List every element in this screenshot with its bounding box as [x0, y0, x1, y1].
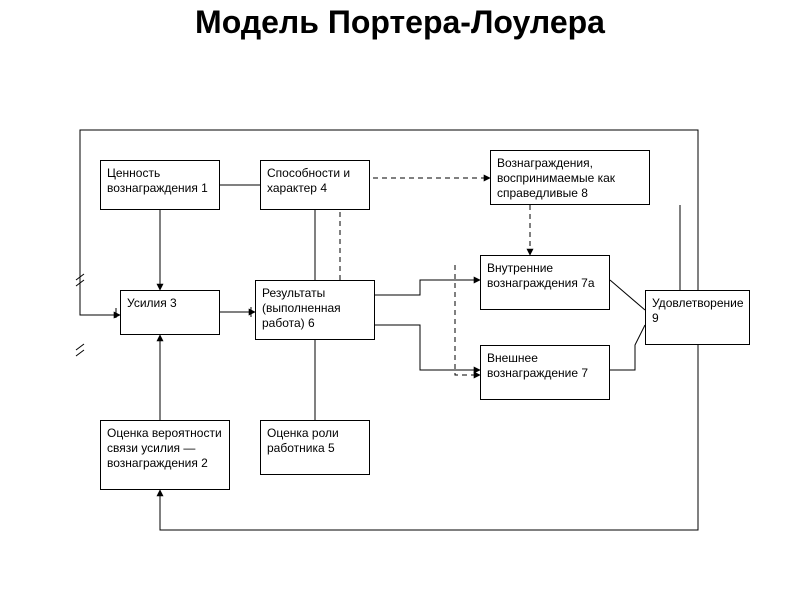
edge — [610, 280, 645, 310]
feedback-tick — [76, 344, 84, 350]
node-n5: Оценка роли работника 5 — [260, 420, 370, 475]
node-n7: Внешнее вознаграждение 7 — [480, 345, 610, 400]
edge — [610, 325, 645, 370]
edge — [455, 265, 480, 375]
edge — [160, 345, 698, 530]
node-n2: Оценка вероятности связи усилия — вознаг… — [100, 420, 230, 490]
node-n9: Удовлетворение 9 — [645, 290, 750, 345]
node-n7a: Внутренние вознаграждения 7а — [480, 255, 610, 310]
node-n8: Вознаграждения, воспринимаемые как справ… — [490, 150, 650, 205]
edge — [375, 325, 480, 370]
node-n1: Ценность вознаграждения 1 — [100, 160, 220, 210]
node-n3: Усилия 3 — [120, 290, 220, 335]
node-n6: Результаты (выполненная работа) 6 — [255, 280, 375, 340]
porter-lawler-diagram: Ценность вознаграждения 1 Способности и х… — [60, 120, 760, 560]
feedback-tick — [76, 350, 84, 356]
node-n4: Способности и характер 4 — [260, 160, 370, 210]
page-title: Модель Портера-Лоулера — [0, 4, 800, 41]
edge — [375, 280, 480, 295]
